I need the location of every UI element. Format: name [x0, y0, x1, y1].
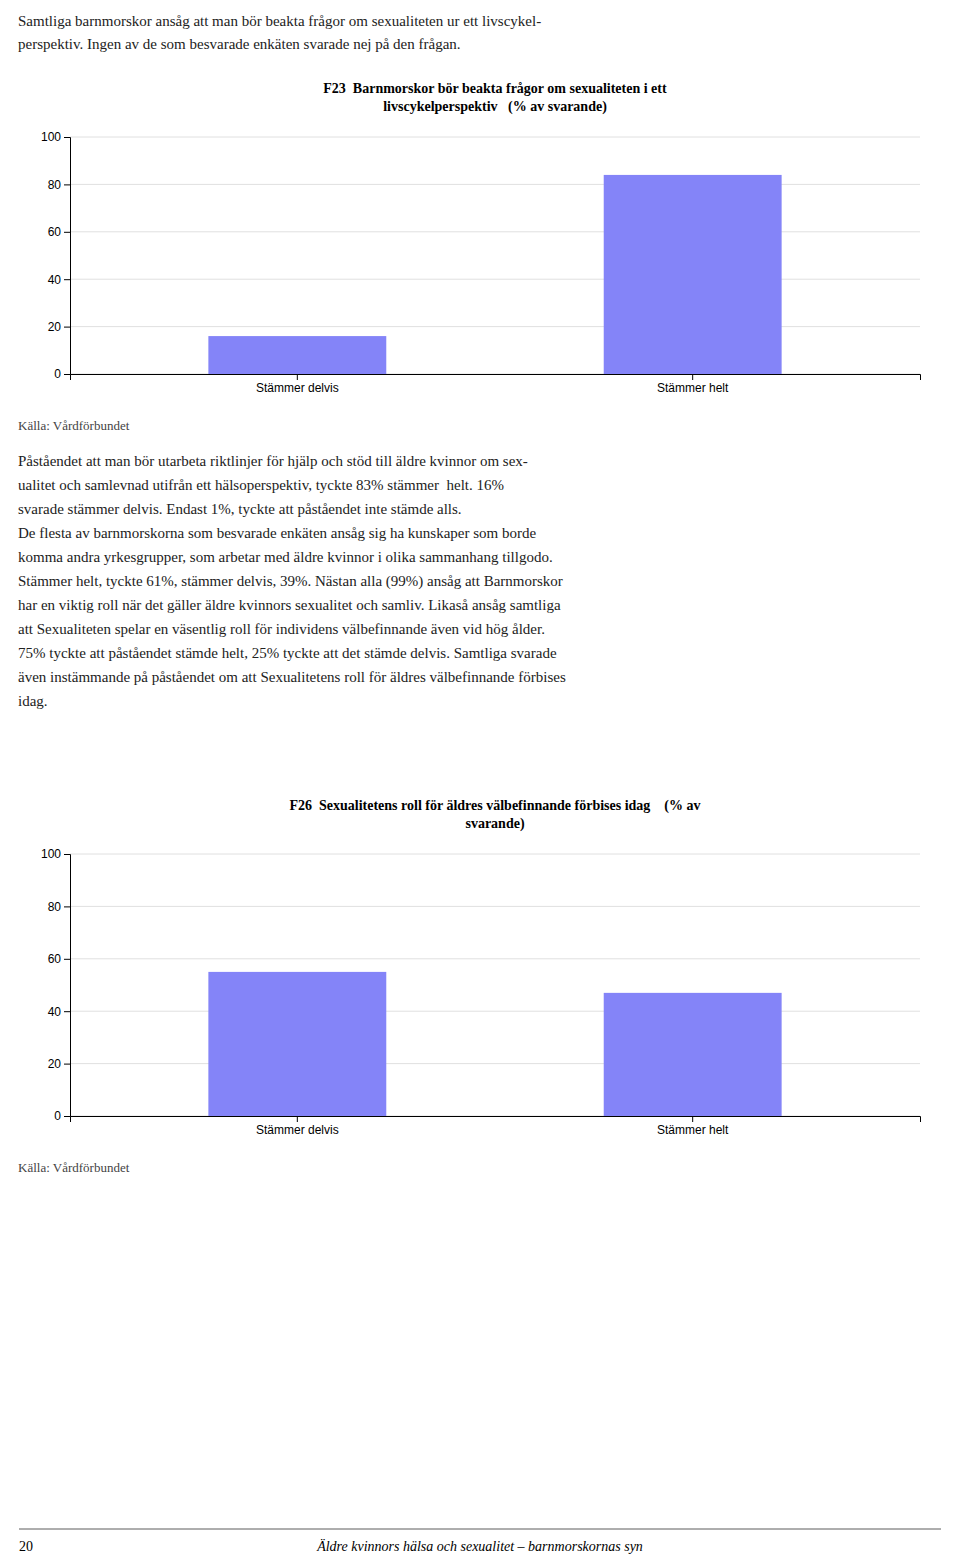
- tick-label: 60: [48, 225, 62, 239]
- body-text: idag.: [18, 693, 48, 709]
- tick-mark: [64, 906, 70, 907]
- body-text: Påståendet att man bör utarbeta riktlinj…: [18, 453, 528, 469]
- tick-label: 100: [41, 130, 61, 144]
- tick-label: 20: [48, 1057, 62, 1071]
- y-axis: 0 20 40 60 80 100: [41, 847, 71, 1123]
- grid-line: [70, 326, 920, 327]
- x-axis: Stämmer delvis Stämmer helt: [71, 374, 921, 395]
- tick-label: 80: [48, 900, 62, 914]
- tick-mark: [692, 374, 693, 380]
- tick: 80: [48, 900, 70, 914]
- body-text: 75% tyckte att påståendet stämde helt, 2…: [18, 645, 557, 661]
- axis-line: [64, 138, 71, 375]
- tick-mark: [64, 1116, 70, 1117]
- tick-mark: [297, 374, 298, 380]
- grid-line: [70, 231, 920, 232]
- grid-line: [70, 854, 920, 855]
- body-text: att Sexualiteten spelar en väsentlig rol…: [18, 621, 545, 637]
- tick-mark: [692, 1116, 693, 1122]
- tick-label: 40: [48, 1005, 62, 1019]
- y-axis: 0 20 40 60 80 100: [41, 130, 71, 381]
- axis-line: [71, 1117, 921, 1123]
- grid-line: [70, 1063, 920, 1064]
- body-text: ualitet och samlevnad utifrån ett hälsop…: [18, 477, 504, 493]
- tick-label: 0: [54, 367, 61, 381]
- grid-line: [70, 1011, 920, 1012]
- tick: 60: [48, 225, 70, 239]
- tick-mark: [64, 374, 70, 375]
- tick: 100: [41, 130, 70, 144]
- body-text: har en viktig roll när det gäller äldre …: [18, 597, 561, 613]
- tick: Stämmer delvis: [256, 374, 339, 395]
- tick-mark: [64, 1011, 70, 1012]
- grid: [70, 137, 920, 374]
- tick-label: 100: [41, 847, 61, 861]
- grid-line: [70, 137, 920, 138]
- grid-line: [70, 958, 920, 959]
- tick-mark: [297, 1116, 298, 1122]
- tick: 100: [41, 847, 70, 861]
- tick-label: 40: [48, 273, 62, 287]
- body-text: komma andra yrkesgrupper, som arbetar me…: [18, 549, 553, 565]
- axis-line: [64, 855, 71, 1117]
- tick-mark: [64, 327, 70, 328]
- tick-mark: [64, 959, 70, 960]
- source: Källa: Vårdförbundet: [18, 1160, 130, 1175]
- grid: [70, 854, 920, 1116]
- bars: [208, 972, 781, 1116]
- footer-text: Äldre kvinnors hälsa och sexualitet – ba…: [316, 1538, 643, 1554]
- bar: [604, 175, 782, 374]
- bar: [604, 993, 782, 1116]
- tick: Stämmer delvis: [256, 1116, 339, 1137]
- footer-rule: [19, 1529, 941, 1530]
- chart: F23 Barnmorskor bör beakta frågor om sex…: [18, 81, 921, 433]
- tick: 20: [48, 320, 70, 334]
- chart: F26 Sexualitetens roll för äldres välbef…: [18, 798, 921, 1175]
- grid-line: [70, 184, 920, 185]
- body-text: svarade stämmer delvis. Endast 1%, tyckt…: [18, 501, 462, 517]
- x-axis: Stämmer delvis Stämmer helt: [71, 1116, 921, 1137]
- tick-label: 20: [48, 320, 62, 334]
- tick: Stämmer helt: [657, 1116, 729, 1137]
- tick-label: Stämmer helt: [657, 1123, 729, 1137]
- chart-title: F23 Barnmorskor bör beakta frågor om sex…: [323, 81, 667, 115]
- axis-line: [71, 375, 921, 381]
- grid-line: [70, 906, 920, 907]
- source: Källa: Vårdförbundet: [18, 418, 130, 433]
- tick-label: 80: [48, 178, 62, 192]
- bars: [208, 175, 781, 374]
- bar: [208, 336, 386, 374]
- tick-mark: [64, 184, 70, 185]
- grid-line: [70, 279, 920, 280]
- page: Samtliga barnmorskor ansåg att man bör b…: [0, 0, 960, 1561]
- tick-label: 60: [48, 952, 62, 966]
- chart-title: F26 Sexualitetens roll för äldres välbef…: [289, 798, 700, 832]
- tick: 0: [54, 367, 70, 381]
- body-text: även instämmande på påståendet om att Se…: [18, 669, 566, 685]
- tick-mark: [64, 232, 70, 233]
- tick-label: Stämmer delvis: [256, 1123, 339, 1137]
- tick: Stämmer helt: [657, 374, 729, 395]
- tick: 40: [48, 1005, 70, 1019]
- tick-label: Stämmer helt: [657, 381, 729, 395]
- tick: 80: [48, 178, 70, 192]
- body-text: perspektiv. Ingen av de som besvarade en…: [18, 36, 461, 52]
- tick-mark: [64, 854, 70, 855]
- tick-mark: [64, 279, 70, 280]
- tick-mark: [64, 1064, 70, 1065]
- paragraph: Samtliga barnmorskor ansåg att man bör b…: [18, 13, 541, 52]
- tick-label: Stämmer delvis: [256, 381, 339, 395]
- body-text: Samtliga barnmorskor ansåg att man bör b…: [18, 13, 541, 29]
- bar: [208, 972, 386, 1116]
- body-text: Stämmer helt, tyckte 61%, stämmer delvis…: [18, 573, 563, 590]
- paragraph: Påståendet att man bör utarbeta riktlinj…: [18, 453, 566, 709]
- page-number: 20: [19, 1539, 33, 1554]
- tick: 0: [54, 1109, 70, 1123]
- tick-mark: [64, 137, 70, 138]
- tick-label: 0: [54, 1109, 61, 1123]
- tick: 60: [48, 952, 70, 966]
- tick: 20: [48, 1057, 70, 1071]
- tick: 40: [48, 273, 70, 287]
- body-text: De flesta av barnmorskorna som besvarade…: [18, 525, 537, 541]
